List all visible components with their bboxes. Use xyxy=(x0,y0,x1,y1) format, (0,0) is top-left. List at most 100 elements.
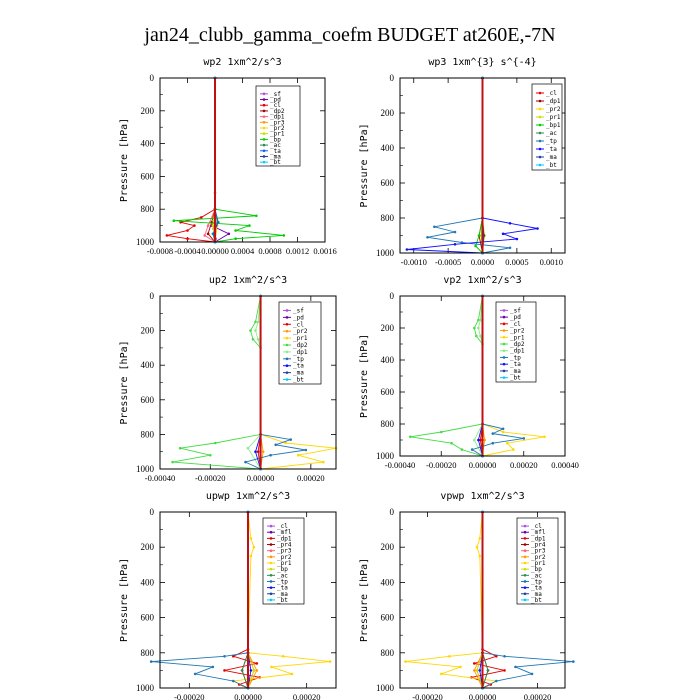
series-point xyxy=(249,329,252,332)
series-point xyxy=(478,669,482,672)
series-point xyxy=(479,438,482,442)
y-tick-label: 800 xyxy=(381,419,395,429)
legend-marker xyxy=(285,364,289,368)
y-tick-label: 0 xyxy=(150,73,155,83)
legend-label: _ma xyxy=(270,153,281,160)
legend-marker xyxy=(269,543,273,546)
legend-box xyxy=(278,301,322,385)
plot-frame xyxy=(159,511,337,689)
series-point xyxy=(193,672,197,676)
series-point xyxy=(479,318,482,322)
series-point xyxy=(515,237,519,241)
series-point xyxy=(543,435,546,439)
legend-label: _dp2 xyxy=(270,108,285,115)
y-tick-label: 400 xyxy=(381,355,395,365)
series-point xyxy=(249,537,253,540)
legend-marker xyxy=(523,592,527,596)
legend-marker xyxy=(262,92,266,96)
y-tick-label: 800 xyxy=(141,648,155,658)
series-point xyxy=(186,229,189,232)
series-point xyxy=(448,655,451,658)
series-point xyxy=(223,655,226,658)
x-tick-label: 0.00020 xyxy=(297,473,325,483)
series-line xyxy=(427,78,511,254)
legend-label: _dp1 xyxy=(546,98,561,105)
series-point xyxy=(473,669,476,672)
series-point xyxy=(473,326,476,330)
series-point xyxy=(234,229,237,232)
legend-marker xyxy=(262,115,266,118)
y-tick-label: 1000 xyxy=(136,464,155,474)
y-tick-label: 200 xyxy=(381,323,395,333)
series-point xyxy=(460,241,464,244)
series-point xyxy=(491,432,495,435)
series-point xyxy=(530,672,534,676)
legend-marker xyxy=(269,580,273,583)
series-point xyxy=(508,246,512,250)
legend-label: _cl xyxy=(531,523,542,530)
series-point xyxy=(252,669,256,672)
y-tick-label: 800 xyxy=(381,648,395,658)
series-point xyxy=(475,545,479,549)
y-axis-label: Pressure [hPa] xyxy=(359,123,370,207)
series-point xyxy=(214,441,217,445)
legend-marker xyxy=(262,98,266,101)
x-tick-label: -0.00040 xyxy=(385,460,415,470)
series-point xyxy=(440,430,443,434)
legend-marker xyxy=(523,530,527,534)
series-point xyxy=(249,554,253,558)
series-point xyxy=(475,334,478,338)
series-point xyxy=(477,326,480,330)
legend-label: _bp1 xyxy=(546,122,561,129)
legend-marker xyxy=(523,580,527,583)
x-tick-label: 0.00000 xyxy=(469,692,497,700)
y-axis-label: Pressure [hPa] xyxy=(119,118,130,202)
y-tick-label: 0 xyxy=(150,291,155,301)
series-point xyxy=(506,441,509,445)
chart-panel-5: upwp 1xm^2/s^3 Pressure [hPa] 0 200 400 600 80… xyxy=(119,491,337,700)
y-axis-label: Pressure [hPa] xyxy=(359,558,370,642)
x-tick-label: 0.00000 xyxy=(201,246,229,256)
legend-marker xyxy=(523,561,527,565)
legend-label: _pr2 xyxy=(270,125,285,132)
y-tick-label: 1000 xyxy=(376,248,395,258)
x-tick-label: -0.0010 xyxy=(401,257,427,267)
y-tick-label: 600 xyxy=(141,171,155,181)
figure-title: jan24_clubb_gamma_coefm BUDGET at260E,-7… xyxy=(143,24,555,46)
legend-marker xyxy=(538,99,542,103)
legend-label: _ma xyxy=(277,591,288,598)
legend-marker xyxy=(285,316,289,319)
y-tick-label: 400 xyxy=(141,139,155,149)
series-line xyxy=(151,512,249,689)
y-tick-label: 800 xyxy=(141,204,155,214)
series-point xyxy=(270,665,273,669)
series-point xyxy=(261,450,265,454)
legend-marker xyxy=(262,109,266,113)
y-tick-label: 200 xyxy=(381,542,395,552)
y-tick-label: 200 xyxy=(141,326,155,336)
legend-label: _mfl xyxy=(277,529,292,536)
series-point xyxy=(503,655,506,658)
x-tick-label: 0.00000 xyxy=(469,460,497,470)
series-point xyxy=(433,225,436,229)
series-point xyxy=(426,236,429,239)
y-tick-label: 0 xyxy=(390,507,395,517)
series-point xyxy=(459,665,462,669)
legend-marker xyxy=(538,147,542,151)
series-point xyxy=(216,221,220,224)
legend-label: _pr1 xyxy=(510,334,525,341)
y-tick-label: 600 xyxy=(381,613,395,623)
legend-label: _pr3 xyxy=(531,548,546,555)
series-point xyxy=(503,669,506,672)
legend-marker xyxy=(285,329,289,333)
series-line xyxy=(469,512,505,689)
legend-marker xyxy=(538,91,542,95)
legend-marker xyxy=(285,350,289,354)
panel-title: wp3 1xm^{3} s^{-4} xyxy=(428,57,536,68)
legend-label: _dp1 xyxy=(531,535,546,542)
y-tick-label: 600 xyxy=(141,395,155,405)
legend-label: _ac xyxy=(270,142,281,149)
legend-marker xyxy=(502,335,506,339)
legend-label: _bp xyxy=(277,566,288,573)
legend-marker xyxy=(523,549,527,552)
